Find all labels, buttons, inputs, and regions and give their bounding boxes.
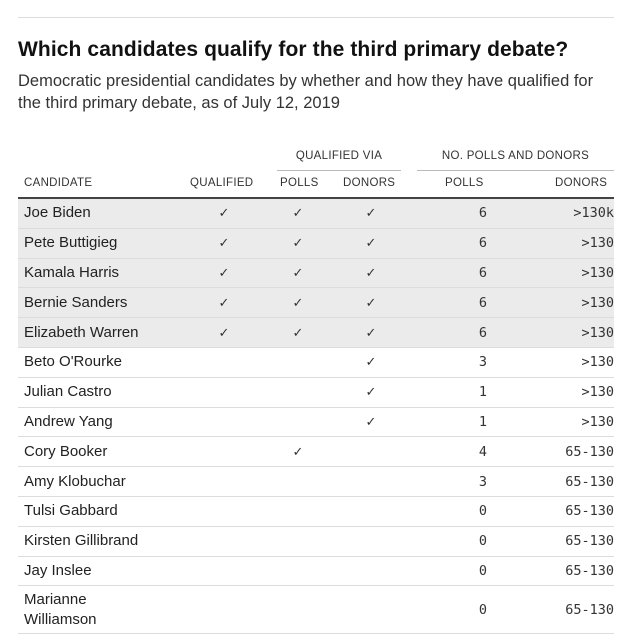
chart-title: Which candidates qualify for the third p… — [18, 38, 569, 61]
table-row: Andrew Yang ✓ 1 >130 — [18, 408, 614, 438]
column-header-via-polls: POLLS — [280, 177, 319, 189]
polls-count: 0 — [478, 562, 487, 579]
donors-count: 65-130 — [565, 503, 614, 520]
polls-count: 0 — [478, 601, 487, 618]
donors-count: 65-130 — [565, 473, 614, 490]
table-row: Pete Buttigieg ✓ ✓ ✓ 6 >130 — [18, 228, 614, 259]
via-donors-check: ✓ — [365, 384, 377, 400]
via-donors-check: ✓ — [365, 324, 377, 340]
table-row: Julian Castro ✓ 1 >130 — [18, 378, 614, 408]
via-polls-check: ✓ — [292, 264, 304, 280]
group-header-polls-donors: NO. POLLS AND DONORS — [441, 150, 590, 162]
polls-count: 6 — [478, 235, 487, 252]
candidate-name: Beto O'Rourke — [24, 353, 122, 371]
polls-count: 6 — [478, 324, 487, 341]
table-row: Joe Biden ✓ ✓ ✓ 6 >130k — [18, 199, 614, 229]
candidate-name: Andrew Yang — [24, 412, 113, 430]
via-polls-check: ✓ — [292, 294, 304, 310]
column-header-qualified: QUALIFIED — [190, 177, 254, 189]
via-donors-check: ✓ — [365, 294, 377, 310]
group-rule-polls-donors — [417, 170, 614, 171]
candidate-name: Cory Booker — [24, 442, 108, 460]
donors-count: 65-130 — [565, 533, 614, 550]
polls-count: 3 — [478, 473, 487, 490]
via-donors-check: ✓ — [365, 264, 377, 280]
candidate-name: Kirsten Gillibrand — [24, 532, 139, 550]
donors-count: >130 — [581, 354, 614, 371]
candidate-name: Jay Inslee — [24, 561, 92, 579]
table-row: Elizabeth Warren ✓ ✓ ✓ 6 >130 — [18, 318, 614, 348]
via-donors-check: ✓ — [365, 413, 377, 429]
donors-count: 65-130 — [565, 562, 614, 579]
chart-subtitle: Democratic presidential candidates by wh… — [18, 72, 594, 112]
candidate-name: Marianne Williamson — [24, 590, 97, 628]
table-row: Cory Booker ✓ 4 65-130 — [18, 437, 614, 468]
polls-count: 0 — [478, 533, 487, 550]
candidate-name: Joe Biden — [24, 204, 91, 222]
polls-count: 6 — [478, 294, 487, 311]
group-header-qualified-via: QUALIFIED VIA — [295, 150, 383, 162]
candidate-name: Kamala Harris — [24, 263, 120, 281]
qualified-check: ✓ — [218, 235, 230, 251]
via-polls-check: ✓ — [292, 205, 304, 221]
donors-count: 65-130 — [565, 601, 614, 618]
candidate-name: Pete Buttigieg — [24, 234, 118, 252]
via-polls-check: ✓ — [292, 324, 304, 340]
qualified-check: ✓ — [218, 205, 230, 221]
polls-count: 6 — [478, 264, 487, 281]
column-header-donors: DONORS — [555, 177, 608, 189]
candidate-name: Bernie Sanders — [24, 293, 128, 311]
candidate-name: Julian Castro — [24, 383, 112, 401]
polls-count: 1 — [478, 413, 487, 430]
via-donors-check: ✓ — [365, 235, 377, 251]
candidate-name: Tulsi Gabbard — [24, 502, 118, 520]
donors-count: >130 — [581, 235, 614, 252]
column-header-candidate: CANDIDATE — [24, 177, 93, 189]
column-header-polls: POLLS — [445, 177, 484, 189]
donors-count: >130 — [581, 384, 614, 401]
qualified-check: ✓ — [218, 264, 230, 280]
table-row: Kamala Harris ✓ ✓ ✓ 6 >130 — [18, 258, 614, 289]
donors-count: >130 — [581, 324, 614, 341]
via-donors-check: ✓ — [365, 205, 377, 221]
polls-count: 4 — [478, 443, 487, 460]
header-rule — [18, 197, 614, 199]
table-row: Beto O'Rourke ✓ 3 >130 — [18, 348, 614, 378]
polls-count: 3 — [478, 354, 487, 371]
table-row: Bernie Sanders ✓ ✓ ✓ 6 >130 — [18, 288, 614, 319]
top-rule — [18, 17, 614, 18]
donors-count: 65-130 — [565, 443, 614, 460]
group-rule-qualified-via — [277, 170, 401, 171]
polls-count: 1 — [478, 384, 487, 401]
via-polls-check: ✓ — [292, 235, 304, 251]
donors-count: >130k — [573, 205, 614, 222]
via-polls-check: ✓ — [292, 443, 304, 459]
column-header-via-donors: DONORS — [343, 177, 396, 189]
table-row: Jay Inslee 0 65-130 — [18, 557, 614, 587]
donors-count: >130 — [581, 264, 614, 281]
candidate-name: Elizabeth Warren — [24, 323, 139, 341]
table-row: Tulsi Gabbard 0 65-130 — [18, 497, 614, 527]
qualified-check: ✓ — [218, 294, 230, 310]
polls-count: 6 — [478, 205, 487, 222]
table-row: Marianne Williamson 0 65-130 — [18, 586, 614, 635]
donors-count: >130 — [581, 413, 614, 430]
donors-count: >130 — [581, 294, 614, 311]
table-row: Amy Klobuchar 3 65-130 — [18, 467, 614, 497]
polls-count: 0 — [478, 503, 487, 520]
qualified-check: ✓ — [218, 324, 230, 340]
candidate-name: Amy Klobuchar — [24, 472, 126, 490]
table-row: Kirsten Gillibrand 0 65-130 — [18, 527, 614, 557]
via-donors-check: ✓ — [365, 354, 377, 370]
